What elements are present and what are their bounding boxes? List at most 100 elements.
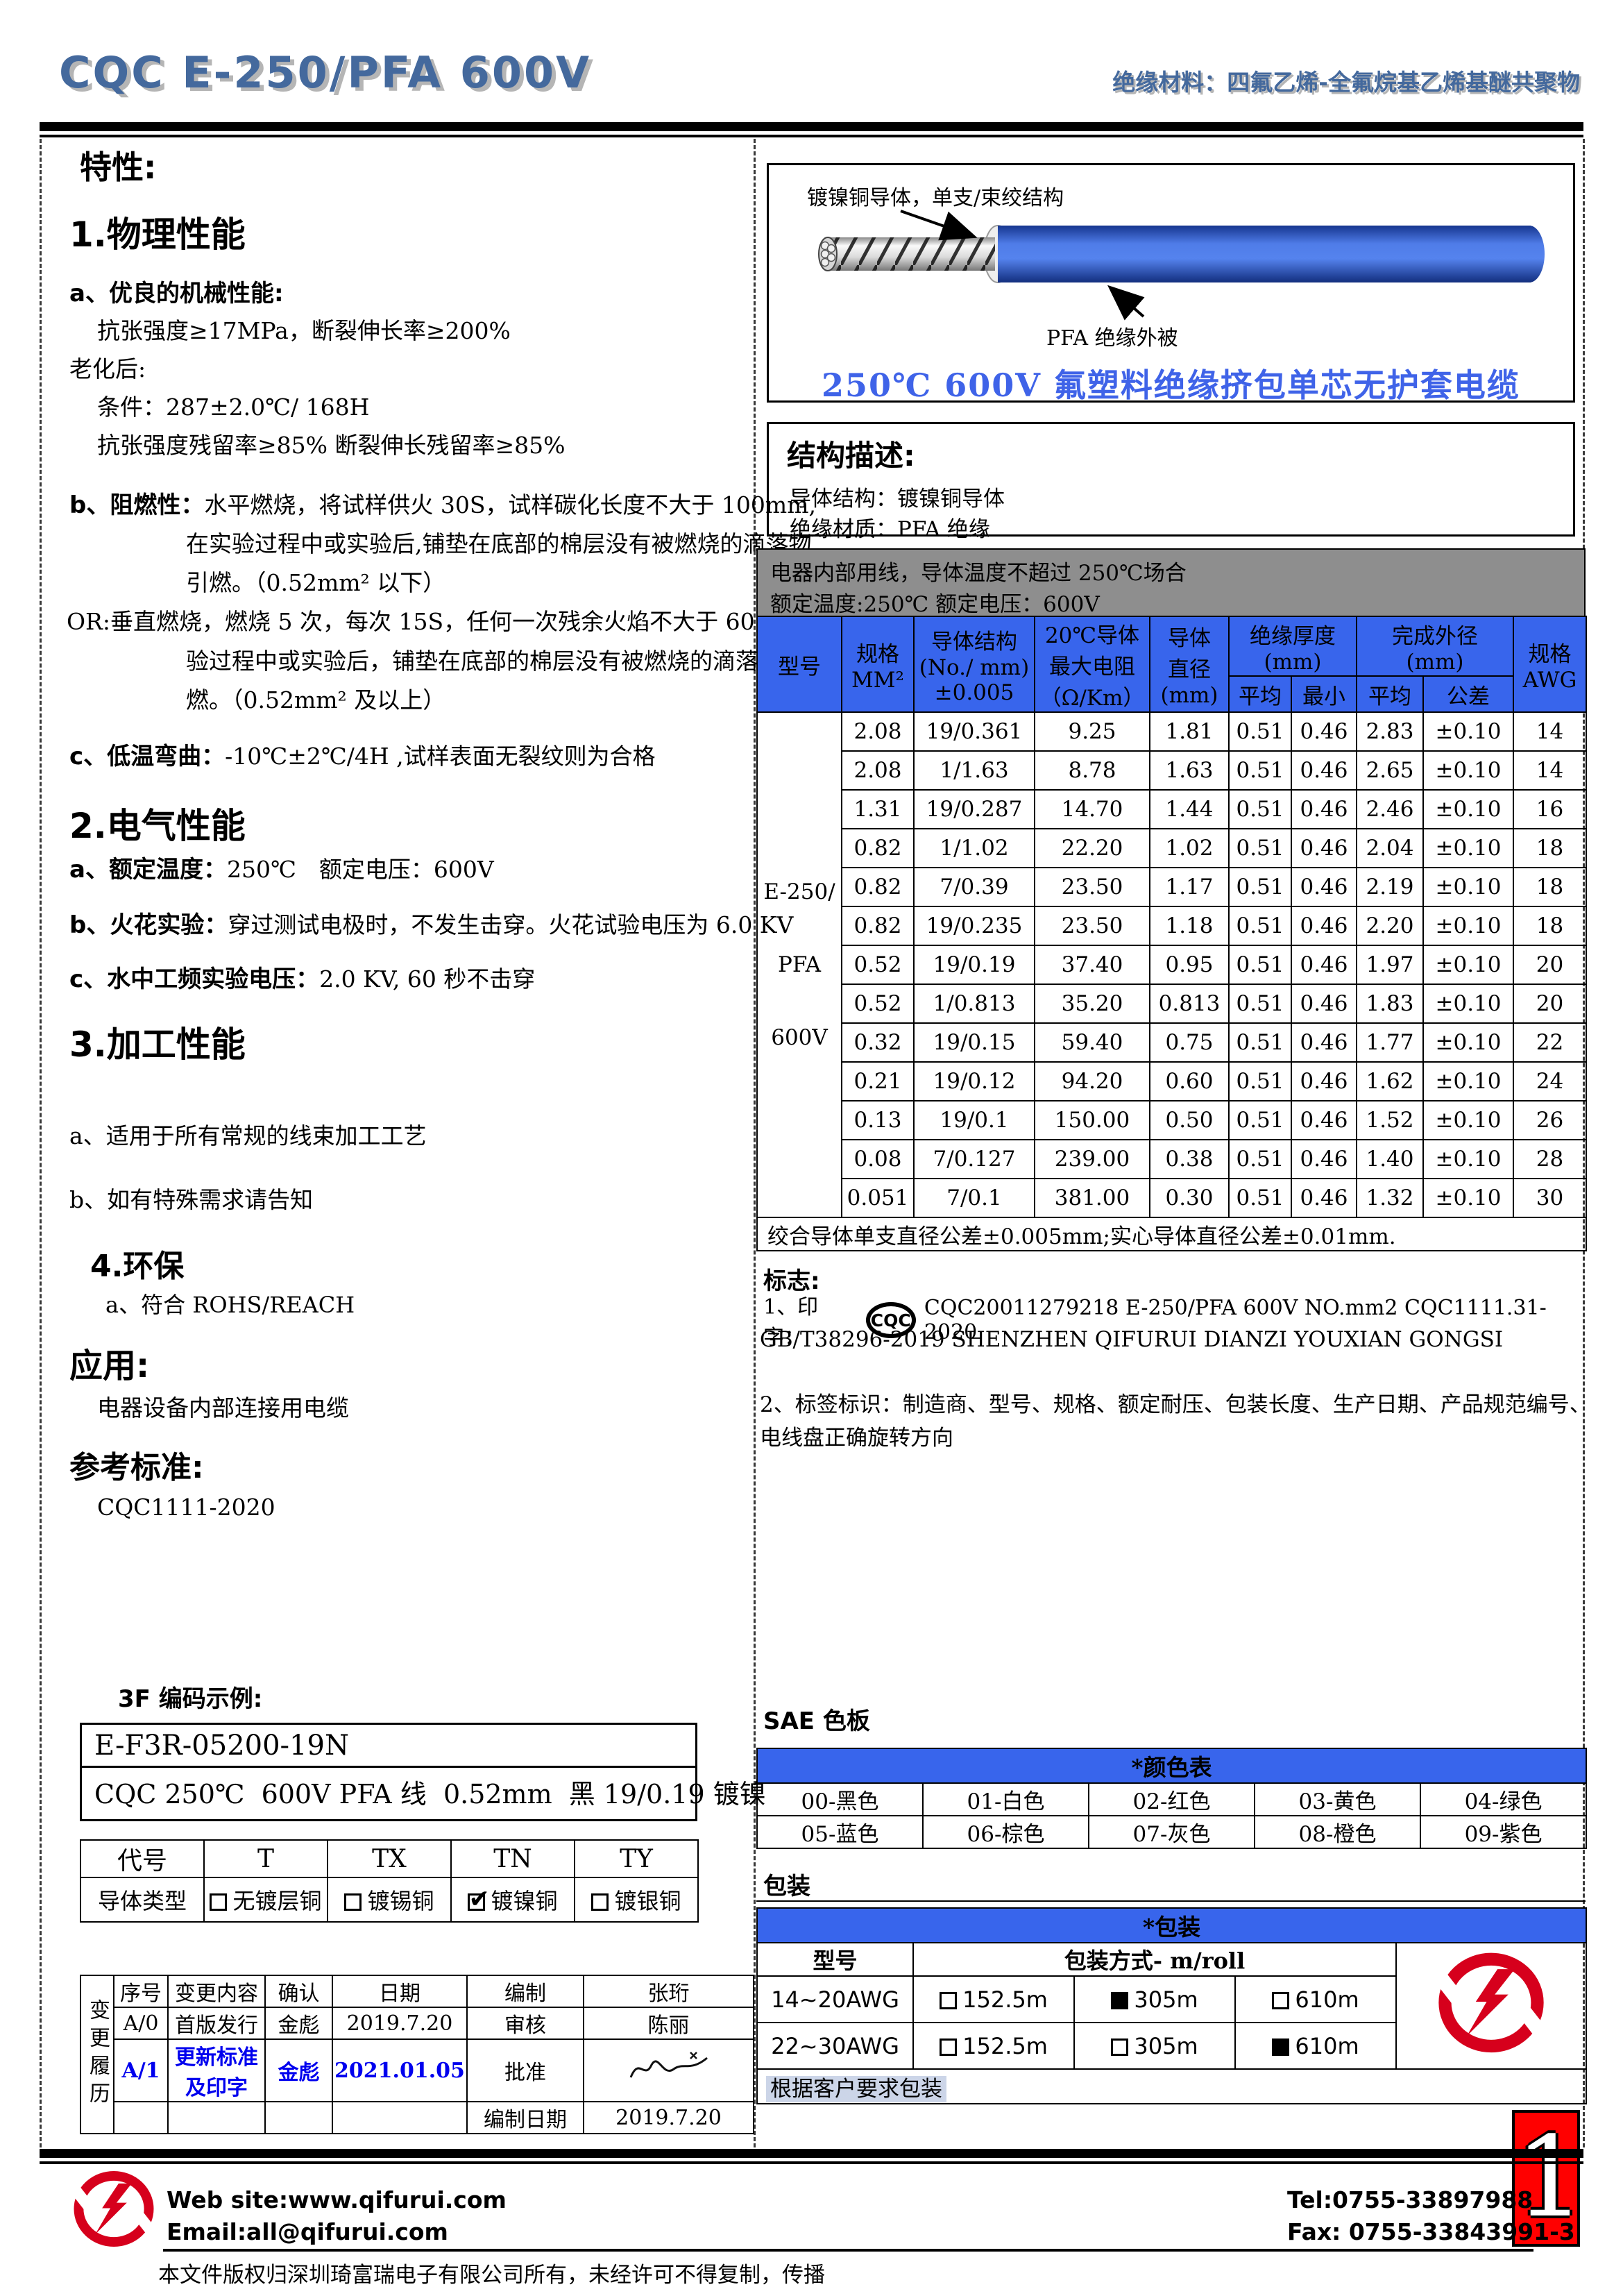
table-row: 0.82 7/0.39 23.50 1.17 0.51 0.46 2.19 ±0.10 18 [757, 867, 1587, 907]
packing-note: 根据客户要求包装 [766, 2075, 946, 2102]
cable-diagram-icon [818, 210, 1545, 321]
flame-retardant-line2: 在实验过程中或实验后,铺垫在底部的棉层没有被燃烧的滴落物 [186, 530, 812, 557]
marking-label-line1: 2、标签标识：制造商、型号、规格、额定耐压、包装长度、生产日期、产品规范编号、 [760, 1392, 1591, 1417]
cell: 2.19 [1356, 867, 1424, 907]
footer-website: Web site:www.qifurui.com [167, 2186, 507, 2213]
packing-row2-opt2-label: 305m [1134, 2032, 1198, 2059]
cell: 1.32 [1356, 1178, 1424, 1218]
cell: 0.46 [1291, 828, 1357, 868]
rev-a0-confirm: 金彪 [264, 2007, 333, 2040]
cell: 0.51 [1228, 1178, 1292, 1218]
checkbox-silver-copper-icon [591, 1893, 609, 1911]
packing-note-cell: 根据客户要求包装 [756, 2068, 1588, 2104]
option-bare-copper-label: 无镀层铜 [232, 1888, 322, 1914]
cell: 0.46 [1291, 711, 1357, 752]
table-row: 0.82 19/0.235 23.50 1.18 0.51 0.46 2.20 ±0.10 18 [757, 906, 1587, 946]
cell: 2.20 [1356, 906, 1424, 946]
cell: 1.77 [1356, 1022, 1424, 1063]
sae-title: SAE 色板 [763, 1707, 870, 1735]
footer-fax: Fax: 0755-33843991-3 [1287, 2218, 1575, 2245]
conductor-type-label: 导体类型 [80, 1877, 205, 1923]
checkbox-bare-copper-icon [210, 1893, 228, 1911]
cell: 0.32 [841, 1022, 915, 1063]
rev-a1-date: 2021.01.05 [332, 2038, 468, 2102]
water-test-line: c、水中工频实验电压：2.0 KV, 60 秒不击穿 [69, 960, 535, 994]
cqc-logo-icon: CQC [865, 1302, 916, 1338]
cell: 0.46 [1291, 906, 1357, 946]
code-example-box: E-F3R-05200-19N CQC 250℃ 600V PFA 线 0.52… [80, 1723, 766, 1821]
color-02: 02-红色 [1088, 1782, 1255, 1816]
flame-or-line2: 验过程中或实验后，铺垫在底部的棉层没有被燃烧的滴落物引 [186, 648, 804, 675]
packing-row2-opt1: 152.5m [912, 2022, 1075, 2070]
rated-temp-label: a、额定温度： [69, 856, 227, 884]
footer-tel: Tel:0755-33897988 [1287, 2186, 1533, 2213]
cell: 30 [1513, 1178, 1587, 1218]
cell: 0.46 [1291, 1061, 1357, 1101]
spec-h-resistance: 20℃导体 最大电阻 （Ω/Km） [1034, 616, 1150, 713]
cell: 37.40 [1034, 945, 1150, 985]
cell: 1.62 [1356, 1061, 1424, 1101]
color-08: 08-橙色 [1254, 1815, 1421, 1849]
cell: 0.82 [841, 867, 915, 907]
cell: 0.75 [1149, 1022, 1230, 1063]
section-application-title: 应用: [69, 1347, 150, 1385]
rev-prepared-name: 张珩 [583, 1975, 754, 2008]
cold-bend-text: -10℃±2℃/4H ,试样表面无裂纹则为合格 [225, 743, 656, 770]
cell: 1.40 [1356, 1139, 1424, 1179]
cell: 0.51 [1228, 1061, 1292, 1101]
rev-review-name: 陈丽 [583, 2007, 754, 2040]
rev-a1-seq: A/1 [113, 2038, 169, 2102]
structure-insulation-line: 绝缘材质：PFA 绝缘 [790, 517, 990, 542]
packing-row1-opt2: 305m [1073, 1975, 1236, 2023]
table-row: 0.52 1/0.813 35.20 0.813 0.51 0.46 1.83 ±0.10 20 [757, 984, 1587, 1024]
footer-email: Email:all@qifurui.com [167, 2218, 448, 2245]
processing-b-line: b、如有特殊需求请告知 [69, 1186, 314, 1213]
cell: ±0.10 [1422, 1139, 1514, 1179]
cell: ±0.10 [1422, 1022, 1514, 1063]
spec-h-od-avg: 平均 [1356, 675, 1424, 713]
checkbox-610m-icon [1272, 2038, 1290, 2056]
spec-model-cell: E-250/ PFA 600V [756, 711, 842, 1218]
rev-prep-date-value: 2019.7.20 [583, 2101, 754, 2134]
cell: 0.813 [1149, 984, 1230, 1024]
cell: 1.52 [1356, 1100, 1424, 1140]
cell: 0.051 [841, 1178, 915, 1218]
rev-h-date: 日期 [332, 1975, 468, 2008]
checkbox-305m-icon [1111, 2038, 1129, 2056]
cell: 0.51 [1228, 1022, 1292, 1063]
color-01: 01-白色 [922, 1782, 1089, 1816]
option-bare-copper: 无镀层铜 [203, 1877, 328, 1923]
packing-row1-opt2-label: 305m [1134, 1986, 1198, 2013]
spec-h-thick-min: 最小 [1291, 675, 1357, 713]
rev-prep-date-label: 编制日期 [466, 2101, 584, 2134]
cell: 150.00 [1034, 1100, 1150, 1140]
footer-divider [163, 2249, 1533, 2252]
conductor-type-table: 代号 T TX TN TY 导体类型 无镀层铜 镀锡铜 镀镍铜 镀银铜 [80, 1839, 699, 1923]
rohs-line: a、符合 ROHS/REACH [105, 1292, 355, 1318]
footer-company-logo-icon [71, 2170, 155, 2247]
rated-temp-text: 250℃ 额定电压：600V [226, 856, 494, 883]
code-example-description: CQC 250℃ 600V PFA 线 0.52mm 黑 19/0.19 镀镍 [94, 1779, 766, 1809]
cell: 0.82 [841, 906, 915, 946]
cell: 7/0.127 [913, 1139, 1035, 1179]
company-logo-icon [1435, 1952, 1545, 2053]
table-row: 0.52 19/0.19 37.40 0.95 0.51 0.46 1.97 ±0.10 20 [757, 945, 1587, 985]
checkbox-610m-icon [1272, 1991, 1290, 2009]
cell: 59.40 [1034, 1022, 1150, 1063]
cell: 19/0.287 [913, 789, 1035, 829]
checkbox-152m-icon [940, 1991, 958, 2009]
cell: 18 [1513, 828, 1587, 868]
cable-diagram-box: 镀镍铜导体，单支/束绞结构 PFA 绝缘外被 250℃ 600V 氟塑料绝缘挤包… [767, 163, 1575, 404]
cell: 0.46 [1291, 984, 1357, 1024]
usage-line1: 电器内部用线，导体温度不超过 250℃场合 [770, 561, 1187, 586]
structure-title: 结构描述: [787, 439, 915, 473]
water-test-label: c、水中工频实验电压： [69, 965, 320, 993]
color-table-header: *颜色表 [756, 1748, 1588, 1784]
spec-h-thickness: 绝缘厚度 (mm) [1228, 616, 1357, 677]
usage-band: 电器内部用线，导体温度不超过 250℃场合 额定温度:250℃ 额定电压：600… [756, 548, 1586, 617]
cell: 0.46 [1291, 1022, 1357, 1063]
cell: 0.51 [1228, 867, 1292, 907]
table-row: 0.82 1/1.02 22.20 1.02 0.51 0.46 2.04 ±0.10 18 [757, 828, 1587, 868]
processing-a-line: a、适用于所有常规的线束加工工艺 [69, 1122, 427, 1149]
